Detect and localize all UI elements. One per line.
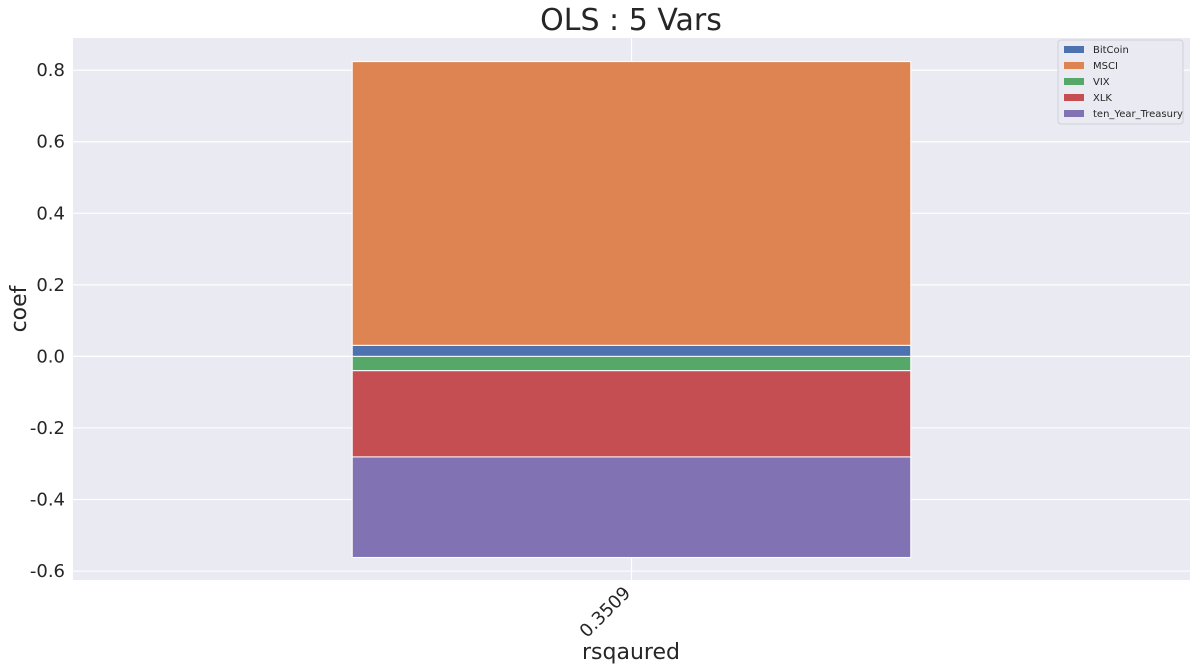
y-axis-ticks: -0.6 -0.4 -0.2 0.0 0.2 0.4 0.6 0.8 [30,60,65,582]
y-tick-label: -0.2 [30,418,65,439]
x-axis-ticks: 0.3509 [576,583,635,642]
y-tick-label: -0.4 [30,490,65,511]
y-tick-label: -0.6 [30,561,65,582]
legend-swatch [1064,62,1084,69]
legend-swatch [1064,94,1084,101]
bar-segment-ten-year-treasury [351,456,912,558]
y-tick-label: 0.0 [36,346,65,367]
legend-entry-label: VIX [1093,77,1110,88]
x-tick-label: 0.3509 [576,583,635,642]
y-tick-label: 0.8 [36,60,65,81]
y-tick-label: 0.4 [36,203,65,224]
x-axis-label: rsqaured [582,640,680,665]
bar-segment-bitcoin [351,344,912,357]
y-axis-label: coef [7,284,32,332]
legend-entry-label: MSCI [1093,61,1118,72]
bar-segment-vix [351,355,912,372]
legend-swatch [1064,110,1084,117]
chart-title: OLS : 5 Vars [540,3,722,38]
legend-swatch [1064,78,1084,85]
legend-swatch [1064,46,1084,53]
legend: BitCoin MSCI VIX XLK ten_Year_Treasury [1057,39,1184,125]
bar-segment-msci [351,61,912,346]
bar-segment-xlk [351,370,912,458]
y-tick-label: 0.2 [36,275,65,296]
legend-entry-label: XLK [1093,93,1112,104]
legend-box [1057,39,1184,125]
legend-entry-label: BitCoin [1093,45,1129,56]
bars [351,61,912,558]
y-tick-label: 0.6 [36,132,65,153]
legend-entry-label: ten_Year_Treasury [1093,109,1183,120]
